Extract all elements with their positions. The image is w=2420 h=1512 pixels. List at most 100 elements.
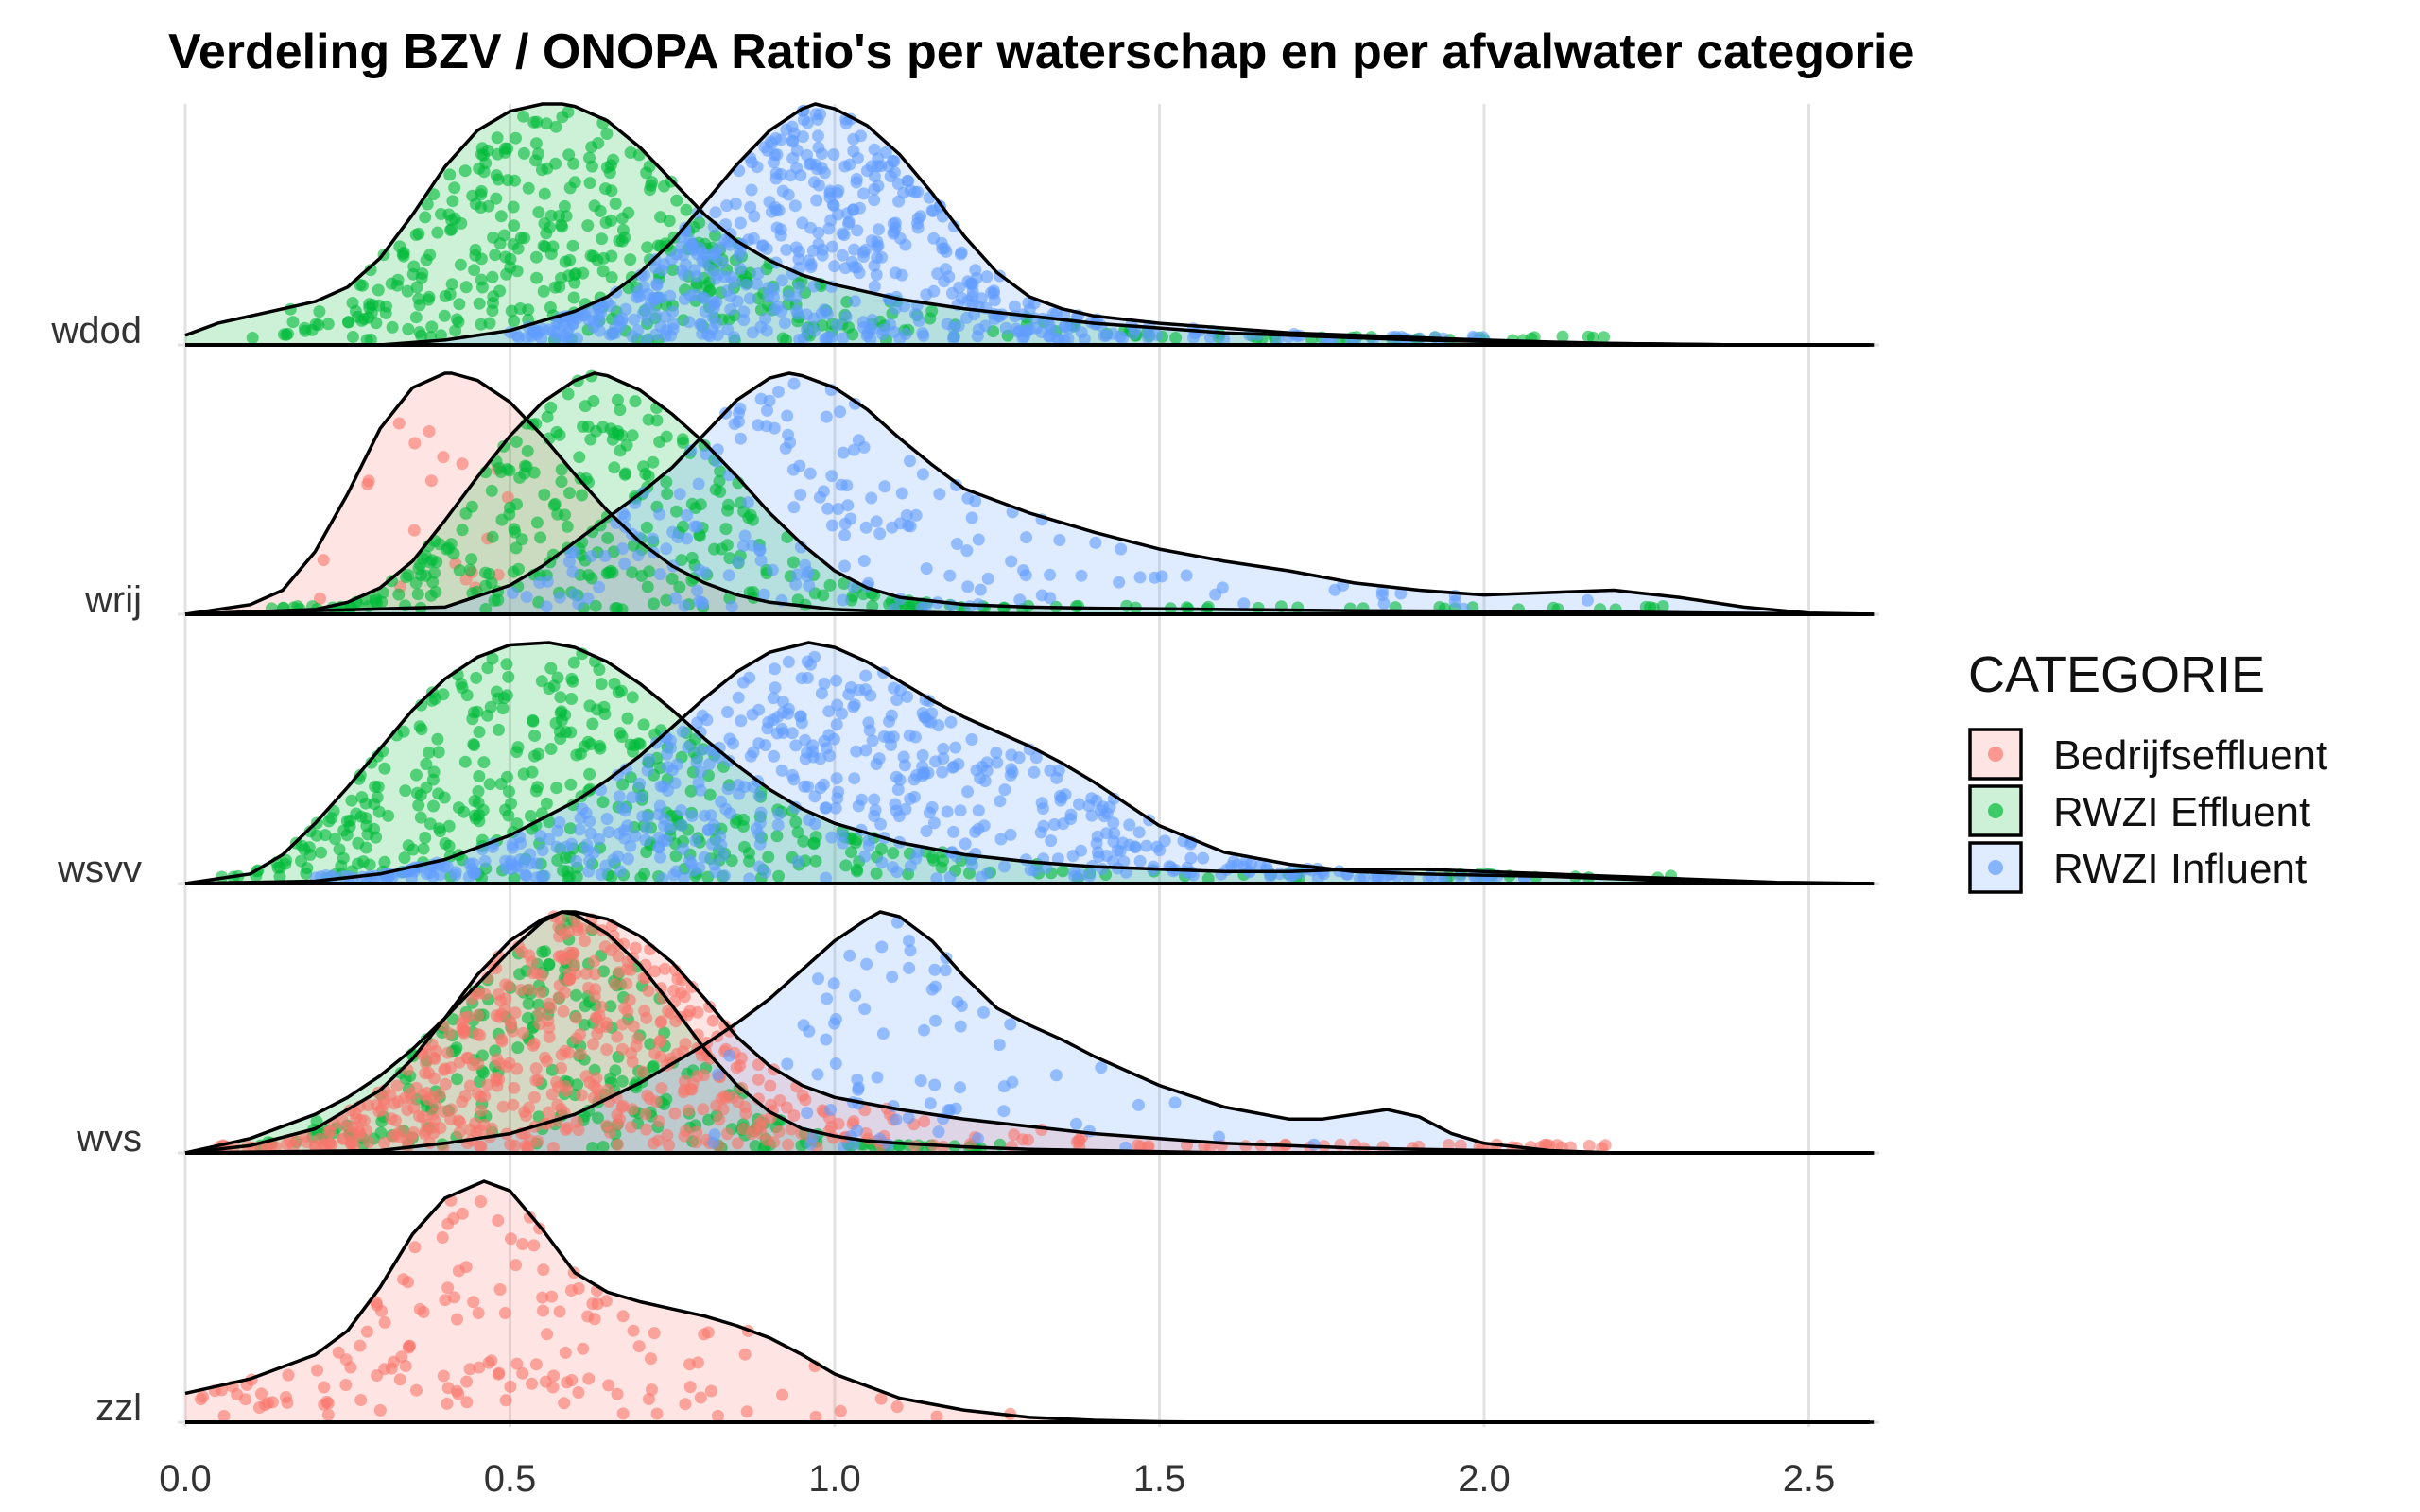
data-point-wsvv-rwzi-influent bbox=[994, 795, 1007, 808]
data-point-wrij-rwzi-effluent bbox=[611, 393, 624, 406]
data-point-wvs-bedrijfseffluent bbox=[544, 1002, 557, 1015]
data-point-wvs-rwzi-influent bbox=[1070, 1117, 1082, 1130]
legend-item-rwzi-influent: RWZI Influent bbox=[1968, 841, 2307, 894]
data-point-wrij-rwzi-influent bbox=[960, 544, 974, 558]
data-point-wdod-rwzi-influent bbox=[807, 280, 821, 293]
data-point-wsvv-rwzi-effluent bbox=[301, 862, 314, 875]
data-point-zzl-bedrijfseffluent bbox=[318, 1398, 331, 1411]
data-point-wrij-rwzi-influent bbox=[974, 583, 987, 596]
data-point-wrij-rwzi-effluent bbox=[1291, 601, 1305, 614]
data-point-wsvv-rwzi-influent bbox=[694, 726, 707, 739]
data-point-wdod-rwzi-influent bbox=[808, 324, 821, 337]
data-point-wsvv-rwzi-influent bbox=[536, 844, 549, 857]
data-point-wdod-rwzi-effluent bbox=[469, 243, 482, 256]
data-point-wvs-rwzi-influent bbox=[977, 1005, 990, 1019]
data-point-wvs-rwzi-influent bbox=[997, 1105, 1011, 1118]
data-point-wsvv-rwzi-influent bbox=[1005, 763, 1018, 776]
data-point-wdod-rwzi-influent bbox=[879, 146, 892, 159]
data-point-wsvv-rwzi-effluent bbox=[524, 810, 537, 822]
data-point-zzl-bedrijfseffluent bbox=[591, 1297, 604, 1311]
data-point-wdod-rwzi-influent bbox=[737, 314, 751, 327]
data-point-wrij-rwzi-influent bbox=[847, 443, 860, 456]
data-point-wsvv-rwzi-effluent bbox=[544, 743, 558, 755]
data-point-wsvv-rwzi-effluent bbox=[547, 679, 561, 693]
data-point-wsvv-rwzi-effluent bbox=[583, 699, 596, 713]
data-point-wsvv-rwzi-influent bbox=[883, 730, 896, 744]
data-point-wdod-rwzi-influent bbox=[838, 229, 851, 242]
data-point-wvs-bedrijfseffluent bbox=[600, 1043, 614, 1057]
data-point-zzl-bedrijfseffluent bbox=[475, 1195, 488, 1208]
data-point-zzl-bedrijfseffluent bbox=[874, 1392, 888, 1405]
data-point-wsvv-rwzi-influent bbox=[1371, 871, 1384, 885]
data-point-wrij-rwzi-effluent bbox=[626, 429, 639, 442]
data-point-zzl-bedrijfseffluent bbox=[561, 1376, 574, 1389]
data-point-wrij-rwzi-effluent bbox=[642, 470, 655, 483]
x-tick-label: 2.0 bbox=[1458, 1458, 1511, 1500]
data-point-wdod-rwzi-effluent bbox=[445, 223, 458, 236]
data-point-wrij-bedrijfseffluent bbox=[424, 474, 438, 488]
data-point-wsvv-rwzi-influent bbox=[1035, 797, 1048, 810]
data-point-wsvv-rwzi-influent bbox=[798, 780, 811, 793]
data-point-wsvv-rwzi-effluent bbox=[476, 803, 490, 816]
data-point-wrij-rwzi-influent bbox=[920, 562, 933, 576]
data-point-wvs-bedrijfseffluent bbox=[588, 954, 601, 968]
data-point-wdod-rwzi-effluent bbox=[641, 241, 654, 254]
data-point-wsvv-rwzi-influent bbox=[675, 818, 688, 832]
data-point-wdod-rwzi-influent bbox=[815, 162, 828, 175]
data-point-wsvv-rwzi-effluent bbox=[616, 778, 630, 791]
data-point-wsvv-rwzi-effluent bbox=[544, 662, 558, 675]
data-point-wdod-rwzi-influent bbox=[872, 180, 885, 193]
data-point-wsvv-rwzi-influent bbox=[713, 741, 726, 754]
data-point-wvs-rwzi-influent bbox=[712, 1068, 724, 1081]
data-point-wsvv-rwzi-effluent bbox=[597, 700, 611, 713]
data-point-wsvv-rwzi-influent bbox=[519, 868, 532, 881]
data-point-wsvv-rwzi-influent bbox=[752, 828, 766, 841]
data-point-wrij-bedrijfseffluent bbox=[317, 554, 330, 567]
y-tick-label-wrij: wrij bbox=[84, 579, 142, 621]
data-point-wrij-rwzi-effluent bbox=[661, 488, 674, 500]
data-point-wdod-rwzi-effluent bbox=[568, 176, 581, 189]
data-point-wvs-rwzi-influent bbox=[838, 1141, 850, 1154]
data-point-wdod-rwzi-influent bbox=[641, 302, 654, 316]
data-point-wsvv-rwzi-influent bbox=[771, 711, 785, 724]
data-point-wsvv-rwzi-influent bbox=[560, 840, 573, 853]
data-point-wrij-rwzi-influent bbox=[738, 529, 752, 542]
data-point-wvs-bedrijfseffluent bbox=[346, 1126, 358, 1140]
data-point-wdod-rwzi-influent bbox=[850, 176, 863, 189]
data-point-wvs-rwzi-effluent bbox=[615, 1074, 629, 1088]
data-point-wsvv-rwzi-influent bbox=[890, 866, 904, 879]
data-point-wvs-bedrijfseffluent bbox=[647, 1137, 660, 1150]
data-point-wvs-bedrijfseffluent bbox=[523, 983, 536, 996]
data-point-wrij-rwzi-influent bbox=[1019, 569, 1032, 582]
data-point-wrij-rwzi-influent bbox=[834, 405, 847, 419]
data-point-wsvv-rwzi-influent bbox=[593, 833, 606, 846]
data-point-zzl-bedrijfseffluent bbox=[711, 1409, 724, 1422]
data-point-wrij-rwzi-effluent bbox=[648, 597, 660, 610]
data-point-wdod-rwzi-effluent bbox=[540, 117, 553, 130]
data-point-wdod-rwzi-effluent bbox=[596, 232, 608, 246]
data-point-wdod-rwzi-influent bbox=[870, 268, 883, 282]
ridge-group-wrij bbox=[184, 369, 1875, 616]
data-point-wdod-rwzi-effluent bbox=[493, 284, 507, 298]
data-point-zzl-bedrijfseffluent bbox=[582, 1372, 596, 1385]
data-point-zzl-bedrijfseffluent bbox=[691, 1356, 704, 1369]
data-point-wsvv-rwzi-influent bbox=[510, 860, 523, 873]
data-point-zzl-bedrijfseffluent bbox=[529, 1358, 543, 1371]
data-point-wsvv-rwzi-influent bbox=[583, 854, 596, 868]
data-point-wvs-rwzi-effluent bbox=[604, 1000, 617, 1013]
data-point-wdod-rwzi-influent bbox=[737, 305, 751, 318]
data-point-wvs-rwzi-influent bbox=[1095, 1061, 1108, 1074]
data-point-wsvv-rwzi-effluent bbox=[423, 746, 436, 759]
data-point-wrij-rwzi-effluent bbox=[453, 564, 466, 577]
data-point-wrij-bedrijfseffluent bbox=[492, 568, 505, 581]
data-point-wsvv-rwzi-influent bbox=[685, 810, 699, 822]
data-point-wsvv-rwzi-influent bbox=[904, 860, 917, 872]
data-point-wsvv-rwzi-influent bbox=[911, 845, 925, 858]
data-point-zzl-bedrijfseffluent bbox=[648, 1327, 661, 1340]
data-point-zzl-bedrijfseffluent bbox=[627, 1324, 640, 1337]
data-point-wdod-rwzi-effluent bbox=[501, 174, 514, 187]
data-point-wdod-rwzi-effluent bbox=[366, 299, 379, 311]
data-point-zzl-bedrijfseffluent bbox=[441, 1217, 455, 1230]
data-point-wsvv-rwzi-influent bbox=[721, 706, 734, 718]
data-point-wrij-rwzi-effluent bbox=[1252, 601, 1265, 614]
